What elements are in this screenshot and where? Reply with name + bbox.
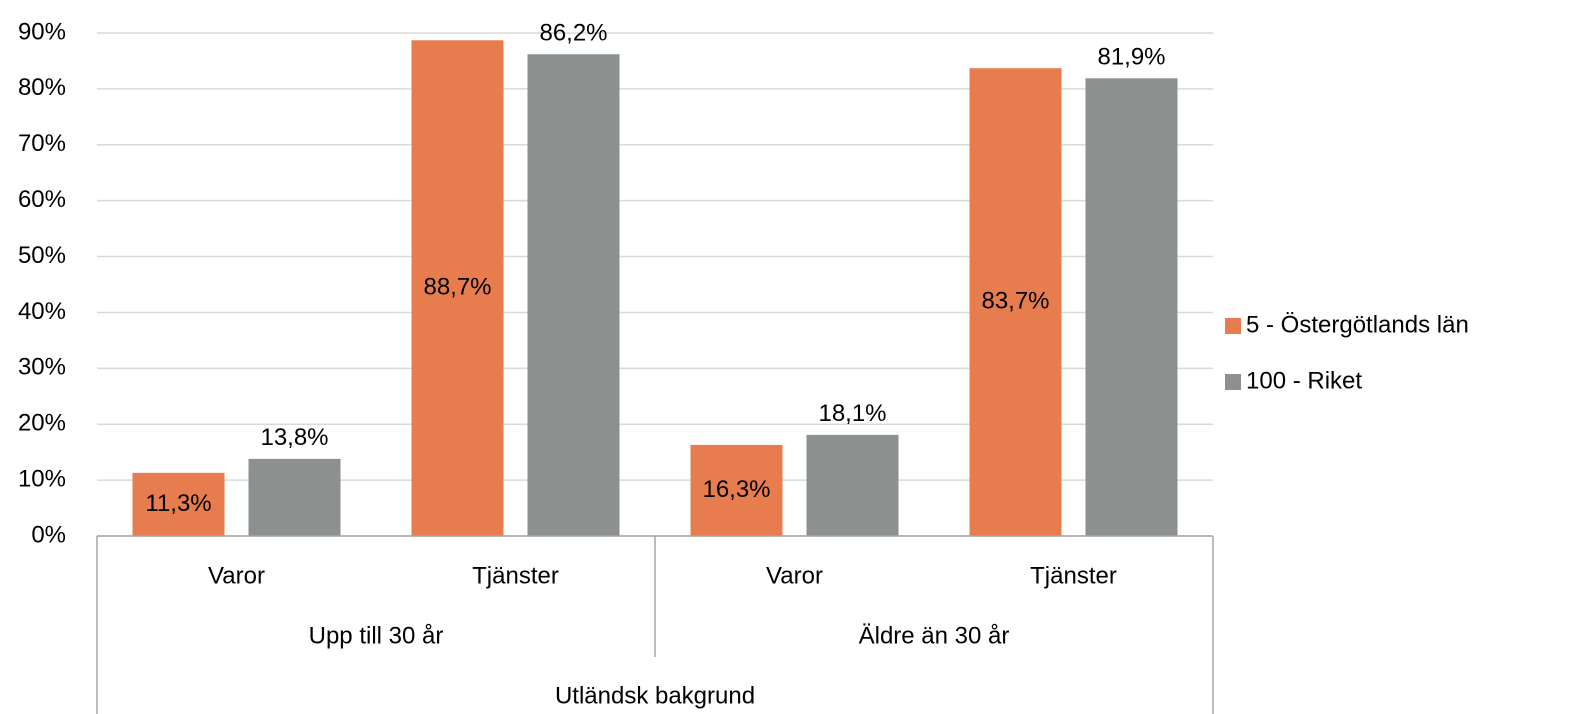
y-tick-label: 0%	[31, 521, 66, 548]
bar	[806, 434, 899, 536]
data-label: 81,9%	[1097, 44, 1165, 71]
bar	[132, 472, 225, 536]
y-tick-label: 30%	[18, 354, 66, 381]
legend-swatch	[1225, 374, 1241, 390]
bar	[690, 444, 783, 536]
y-tick-label: 40%	[18, 298, 66, 325]
x-tick-label: Varor	[766, 562, 823, 589]
data-label: 11,3%	[145, 490, 211, 517]
x-tick-label: Tjänster	[1030, 562, 1117, 589]
y-tick-label: 90%	[18, 18, 66, 45]
bar	[248, 458, 341, 536]
bar	[411, 40, 504, 536]
legend-label: 100 - Riket	[1246, 367, 1362, 394]
group-label: Äldre än 30 år	[859, 622, 1010, 649]
bar	[1085, 78, 1178, 537]
data-label: 13,8%	[260, 424, 328, 451]
data-label: 86,2%	[539, 20, 607, 47]
bar	[969, 68, 1062, 537]
supergroup-label: Utländsk bakgrund	[555, 682, 755, 709]
legend-swatch	[1225, 318, 1241, 334]
x-tick-label: Varor	[208, 562, 265, 589]
group-label: Upp till 30 år	[309, 622, 444, 649]
y-tick-label: 50%	[18, 242, 66, 269]
y-tick-label: 20%	[18, 410, 66, 437]
data-label: 18,1%	[818, 400, 886, 427]
y-tick-label: 80%	[18, 74, 66, 101]
data-label: 16,3%	[702, 476, 770, 503]
bar	[527, 54, 620, 536]
legend-label: 5 - Östergötlands län	[1246, 311, 1469, 338]
y-tick-label: 10%	[18, 465, 66, 492]
data-label: 88,7%	[423, 273, 491, 300]
y-tick-label: 60%	[18, 186, 66, 213]
x-tick-label: Tjänster	[472, 562, 559, 589]
data-label: 83,7%	[981, 287, 1049, 314]
y-tick-label: 70%	[18, 130, 66, 157]
